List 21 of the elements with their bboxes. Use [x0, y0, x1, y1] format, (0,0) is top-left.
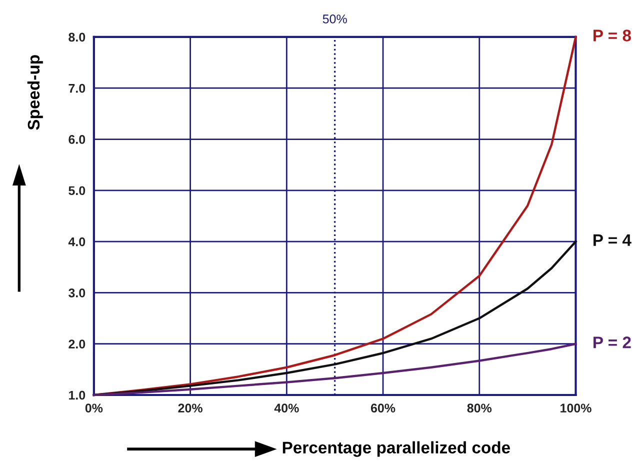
y-tick-label: 3.0 — [68, 288, 86, 298]
y-axis-title: Speed-up — [27, 55, 43, 130]
x-tick-label: 0% — [85, 404, 103, 413]
y-tick-label: 4.0 — [68, 237, 86, 246]
x-tick-label: 80% — [467, 404, 492, 413]
series-label: P = 4 — [594, 234, 632, 246]
y-tick-label: 2.0 — [68, 340, 86, 349]
x-tick-label: 40% — [274, 404, 299, 413]
line-series — [92, 36, 577, 396]
x-axis-title: Percentage parallelized code — [282, 441, 510, 457]
y-tick-label: 5.0 — [68, 186, 86, 196]
series-label: P = 8 — [594, 30, 631, 42]
y-tick-label: 8.0 — [68, 32, 86, 42]
y-tick-label: 7.0 — [68, 84, 86, 93]
y-tick-label: 6.0 — [68, 135, 86, 144]
y-tick-label: 1.0 — [69, 390, 86, 400]
ref-line-label: 50% — [322, 14, 347, 24]
x-tick-label: 20% — [178, 404, 202, 413]
series-label: P = 2 — [594, 336, 631, 348]
x-tick-label: 100% — [560, 404, 592, 413]
x-tick-label: 60% — [370, 404, 396, 413]
